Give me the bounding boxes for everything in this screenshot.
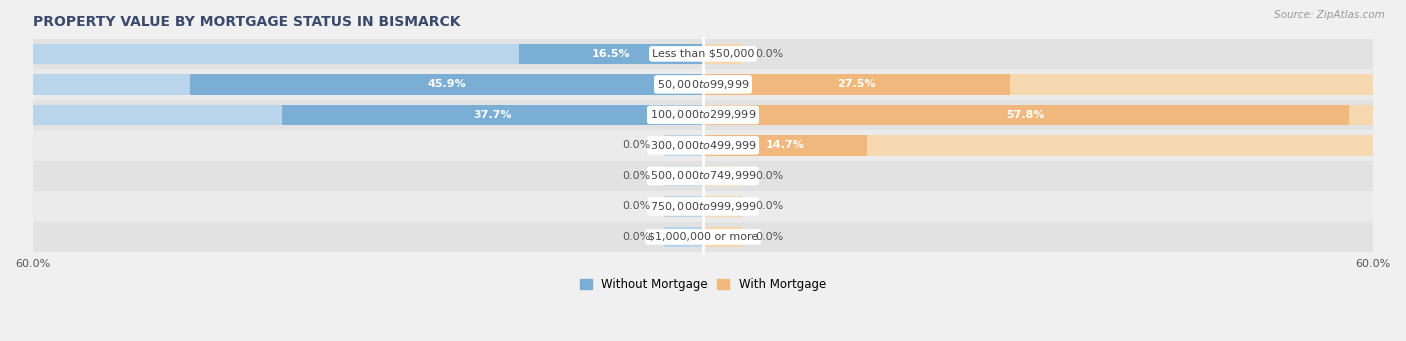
Text: 57.8%: 57.8% — [1007, 110, 1045, 120]
Text: 0.0%: 0.0% — [623, 202, 651, 211]
Text: 45.9%: 45.9% — [427, 79, 465, 89]
Legend: Without Mortgage, With Mortgage: Without Mortgage, With Mortgage — [575, 273, 831, 295]
Bar — [32, 69, 1374, 100]
Text: 37.7%: 37.7% — [474, 110, 512, 120]
Bar — [190, 74, 703, 95]
Text: Source: ZipAtlas.com: Source: ZipAtlas.com — [1274, 10, 1385, 20]
Bar — [32, 191, 1374, 222]
Bar — [32, 100, 1374, 130]
Text: 0.0%: 0.0% — [623, 140, 651, 150]
Bar — [281, 105, 703, 125]
Bar — [703, 196, 742, 217]
Bar — [32, 39, 1374, 69]
Bar — [32, 74, 703, 95]
Text: $50,000 to $99,999: $50,000 to $99,999 — [657, 78, 749, 91]
Text: 27.5%: 27.5% — [838, 79, 876, 89]
Bar — [703, 74, 1374, 95]
Text: PROPERTY VALUE BY MORTGAGE STATUS IN BISMARCK: PROPERTY VALUE BY MORTGAGE STATUS IN BIS… — [32, 15, 460, 29]
Text: $750,000 to $999,999: $750,000 to $999,999 — [650, 200, 756, 213]
Bar — [703, 74, 1011, 95]
Bar — [664, 135, 703, 156]
Bar — [664, 165, 703, 186]
Bar — [32, 44, 703, 64]
Bar — [703, 135, 1374, 156]
Bar — [32, 105, 703, 125]
Text: 0.0%: 0.0% — [755, 232, 783, 242]
Bar — [703, 226, 742, 247]
Bar — [703, 44, 742, 64]
Bar — [664, 196, 703, 217]
Bar — [32, 222, 1374, 252]
Bar — [664, 226, 703, 247]
Text: $1,000,000 or more: $1,000,000 or more — [648, 232, 758, 242]
Text: Less than $50,000: Less than $50,000 — [652, 49, 754, 59]
Bar — [703, 105, 1374, 125]
Text: 0.0%: 0.0% — [755, 49, 783, 59]
Text: $300,000 to $499,999: $300,000 to $499,999 — [650, 139, 756, 152]
Bar — [32, 130, 1374, 161]
Bar — [703, 105, 1348, 125]
Bar — [703, 135, 868, 156]
Bar — [519, 44, 703, 64]
Bar — [32, 161, 1374, 191]
Text: 14.7%: 14.7% — [766, 140, 804, 150]
Text: $500,000 to $749,999: $500,000 to $749,999 — [650, 169, 756, 182]
Text: 0.0%: 0.0% — [623, 232, 651, 242]
Text: $100,000 to $299,999: $100,000 to $299,999 — [650, 108, 756, 121]
Text: 0.0%: 0.0% — [755, 171, 783, 181]
Text: 0.0%: 0.0% — [623, 171, 651, 181]
Text: 16.5%: 16.5% — [592, 49, 630, 59]
Text: 0.0%: 0.0% — [755, 202, 783, 211]
Bar — [703, 165, 742, 186]
